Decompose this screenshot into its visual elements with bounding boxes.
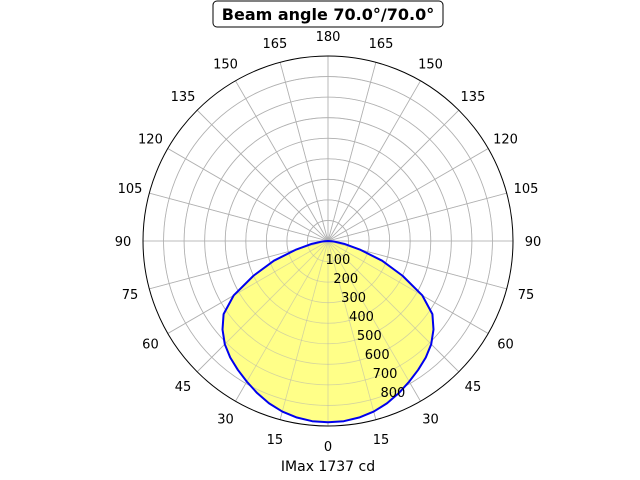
radial-tick-label: 400 <box>349 310 374 325</box>
angle-tick-label: 15 <box>267 433 284 448</box>
angle-tick-label: 105 <box>118 182 143 197</box>
angular-grid-line <box>279 240 329 420</box>
angular-grid-line <box>327 148 489 242</box>
polar-frame <box>142 55 514 427</box>
angle-tick-label: 150 <box>418 57 443 72</box>
angle-tick-label: 60 <box>142 338 159 353</box>
angle-tick-label: 135 <box>171 90 196 105</box>
angle-tick-label: 135 <box>461 90 486 105</box>
angular-grid-line <box>196 109 329 242</box>
angular-grid-line <box>279 62 329 242</box>
angle-tick-label: 30 <box>422 413 439 428</box>
angle-tick-label: 180 <box>316 30 341 45</box>
angular-grid-line <box>327 240 377 420</box>
angle-tick-label: 90 <box>115 235 132 250</box>
radial-tick-label: 700 <box>373 367 398 382</box>
x-axis-label: IMax 1737 cd <box>281 459 375 475</box>
angle-tick-label: 45 <box>175 380 192 395</box>
angular-grid-line <box>327 109 460 242</box>
angle-tick-label: 75 <box>518 288 535 303</box>
radial-tick-label: 100 <box>325 253 350 268</box>
angular-grid-line <box>235 240 329 402</box>
angle-tick-label: 120 <box>493 133 518 148</box>
angle-tick-labels: 0 15 30 45 60 75 90 105 120 135 150 165 180 165 150 135… <box>115 30 542 455</box>
title-box: Beam angle 70.0°/70.0° <box>212 0 444 28</box>
angle-tick-label: 105 <box>514 182 539 197</box>
radial-tick-label: 500 <box>357 329 382 344</box>
angle-tick-label: 45 <box>465 380 482 395</box>
angular-grid-line <box>235 80 329 242</box>
chart-title: Beam angle 70.0°/70.0° <box>222 5 434 24</box>
radial-tick-label: 600 <box>365 348 390 363</box>
radial-tick-labels: 100 200 300 400 500 600 700 800 <box>325 253 405 401</box>
angular-grid-line <box>327 62 377 242</box>
intensity-series <box>143 56 513 426</box>
angular-grid-line <box>167 148 329 242</box>
angular-grid-line <box>167 240 329 334</box>
polar-grid-overlay <box>143 56 513 426</box>
radial-tick-label: 200 <box>333 272 358 287</box>
angular-grid-line <box>327 192 507 242</box>
angle-tick-label: 30 <box>217 413 234 428</box>
angle-tick-label: 90 <box>525 235 542 250</box>
intensity-line <box>221 240 435 424</box>
angle-tick-label: 120 <box>138 133 163 148</box>
radial-tick-label: 800 <box>381 386 406 401</box>
angle-tick-label: 165 <box>263 37 288 52</box>
angle-tick-label: 0 <box>324 440 332 455</box>
angle-tick-label: 60 <box>497 338 514 353</box>
angle-tick-label: 15 <box>373 433 390 448</box>
radial-tick-label: 300 <box>341 291 366 306</box>
angular-grid-line <box>327 240 421 402</box>
angle-tick-label: 150 <box>213 57 238 72</box>
angular-grid-line <box>327 240 489 334</box>
angular-grid-line <box>149 192 329 242</box>
angle-tick-label: 75 <box>122 288 139 303</box>
angular-grid-line <box>196 240 329 373</box>
angular-grid-line <box>327 80 421 242</box>
angle-tick-label: 165 <box>369 37 394 52</box>
angular-grid-line <box>327 240 460 373</box>
